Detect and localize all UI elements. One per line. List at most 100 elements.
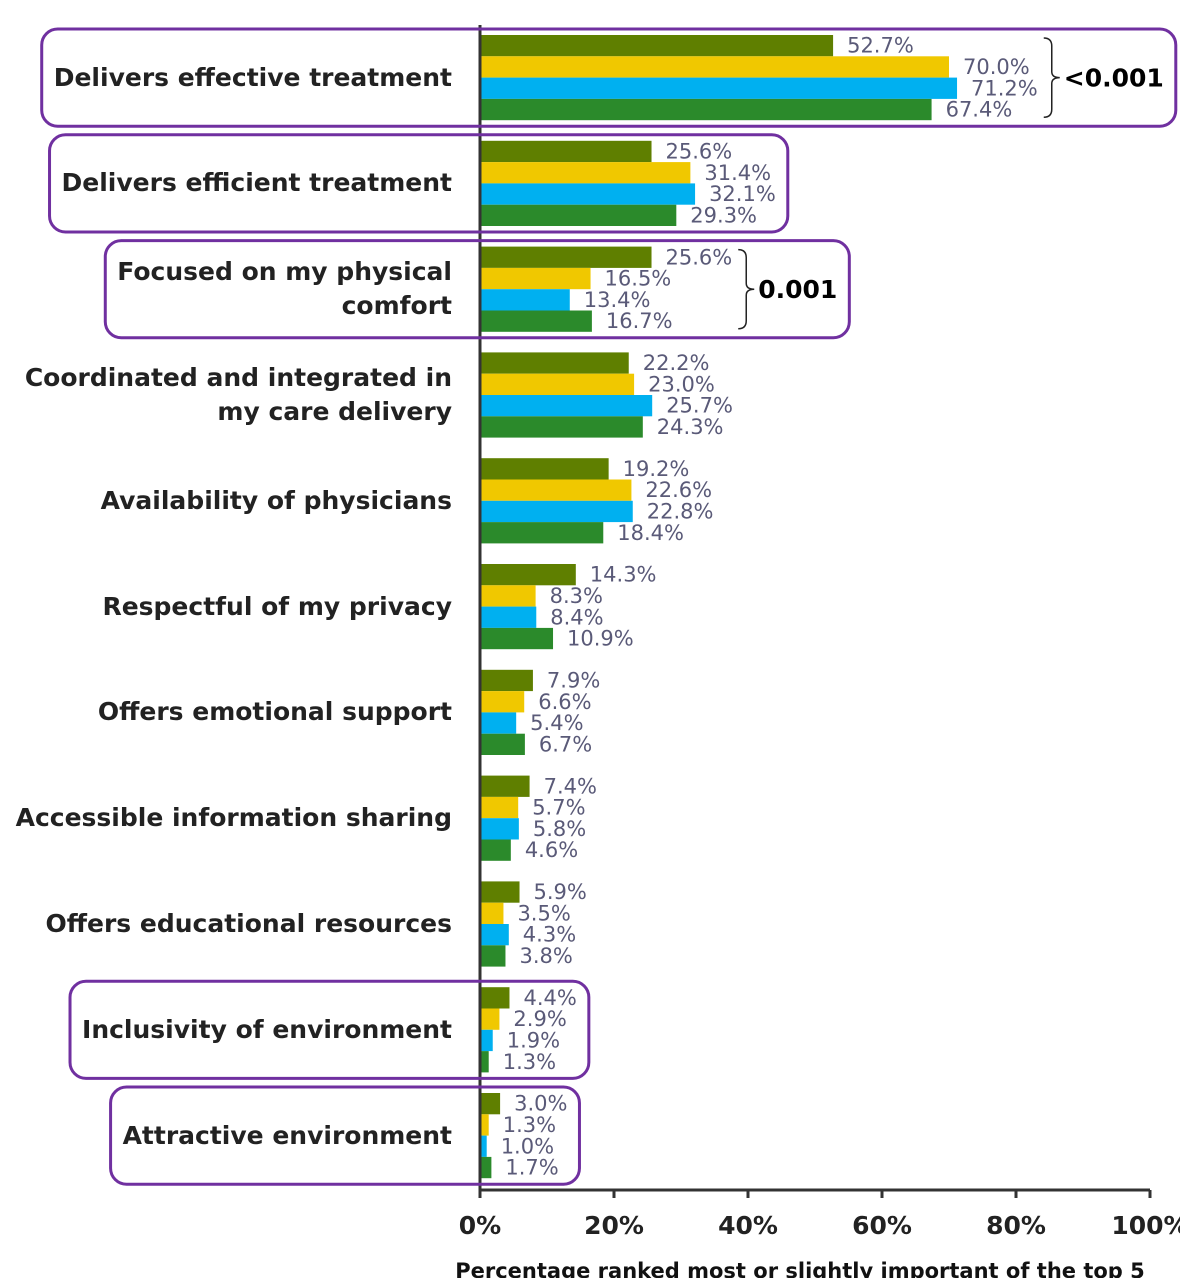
value-label: 25.6% [666, 245, 733, 269]
value-label: 18.4% [617, 521, 684, 545]
highlight-box [48, 133, 790, 234]
category-text: Availability of physicians [100, 485, 452, 515]
bar [480, 627, 554, 650]
bar [480, 352, 629, 374]
category-label: Offers educational resources [12, 907, 452, 941]
bar [480, 395, 653, 417]
category-text: Focused on my physical comfort [117, 257, 452, 321]
bar [480, 500, 633, 523]
brace [1043, 37, 1060, 118]
category-label: Offers emotional support [12, 695, 452, 729]
value-label: 7.4% [544, 774, 597, 798]
bar [480, 606, 537, 628]
value-label: 8.3% [550, 584, 603, 608]
bar [480, 1008, 500, 1030]
value-label: 4.3% [523, 923, 576, 947]
category-label: Delivers effective treatment [12, 61, 452, 95]
bar [480, 902, 504, 924]
bar [480, 289, 570, 311]
value-label: 52.7% [847, 34, 914, 58]
value-label: 1.9% [507, 1028, 560, 1052]
brace [738, 248, 755, 330]
value-label: 22.6% [645, 478, 712, 502]
bar [480, 733, 525, 755]
value-label: 1.3% [503, 1113, 556, 1137]
value-label: 5.4% [530, 711, 583, 735]
bar [480, 310, 592, 332]
category-text: Accessible information sharing [15, 803, 452, 833]
value-label: 4.4% [523, 986, 576, 1010]
value-label: 13.4% [584, 288, 651, 312]
x-axis-label: Percentage ranked most or slightly impor… [455, 1259, 1145, 1278]
category-label: Coordinated and integrated in my care de… [12, 361, 452, 429]
category-text: Delivers effective treatment [53, 62, 452, 92]
value-label: 5.7% [532, 796, 585, 820]
value-label: 7.9% [547, 668, 600, 692]
bar [480, 796, 519, 819]
bar [480, 35, 834, 57]
highlight-box [40, 27, 1178, 128]
bar [480, 162, 691, 184]
value-label: 31.4% [704, 161, 771, 185]
bar [480, 479, 632, 501]
category-text: Attractive environment [122, 1120, 452, 1150]
value-label: 16.7% [606, 309, 673, 333]
value-label: 16.5% [605, 267, 672, 291]
value-label: 22.2% [643, 351, 710, 375]
value-label: 29.3% [690, 203, 757, 227]
bar [480, 246, 652, 268]
x-tick-label: 60% [852, 1211, 912, 1240]
bar [480, 945, 506, 967]
value-label: 1.3% [503, 1050, 556, 1074]
value-label: 71.2% [971, 76, 1038, 100]
value-label: 3.8% [519, 944, 572, 968]
bar [480, 669, 533, 692]
category-label: Focused on my physical comfort [12, 255, 452, 323]
x-tick-label: 20% [584, 1211, 644, 1240]
annotation: 0.001 [758, 275, 837, 304]
category-text: Offers emotional support [97, 697, 452, 727]
value-label: 6.6% [538, 690, 591, 714]
category-label: Delivers efficient treatment [12, 166, 452, 200]
category-label: Respectful of my privacy [12, 590, 452, 624]
bar [480, 585, 536, 607]
bar [480, 1135, 487, 1157]
category-text: Inclusivity of environment [82, 1014, 452, 1044]
bar [480, 1156, 492, 1179]
value-label: 23.0% [648, 372, 715, 396]
bar [480, 373, 635, 395]
category-text: Delivers efficient treatment [61, 168, 452, 198]
value-label: 6.7% [539, 732, 592, 756]
bar [480, 691, 525, 713]
value-label: 10.9% [567, 627, 634, 651]
category-text: Offers educational resources [45, 909, 452, 938]
bar [480, 775, 530, 797]
category-text: Coordinated and integrated in my care de… [24, 363, 452, 426]
value-label: 22.8% [647, 499, 714, 523]
value-label: 1.7% [505, 1156, 558, 1180]
bar [480, 416, 643, 438]
category-text: Respectful of my privacy [102, 591, 452, 621]
bar [480, 183, 696, 205]
bar [480, 564, 576, 586]
value-label: 25.7% [666, 394, 733, 418]
highlight-box [109, 1085, 581, 1186]
bar [480, 818, 519, 840]
category-label: Attractive environment [12, 1119, 452, 1153]
bar [480, 77, 958, 99]
x-tick-label: 0% [459, 1211, 501, 1240]
x-tick-label: 80% [986, 1211, 1046, 1240]
value-label: 5.9% [534, 880, 587, 904]
x-tick-label: 40% [718, 1211, 778, 1240]
bar [480, 1114, 489, 1136]
bar [480, 881, 520, 903]
bar [480, 712, 517, 734]
value-label: 2.9% [513, 1007, 566, 1031]
bar [480, 522, 604, 544]
highlight-box [68, 979, 591, 1080]
highlight-box [103, 239, 851, 340]
value-label: 24.3% [657, 415, 724, 439]
value-label: 25.6% [666, 139, 733, 163]
bar [480, 1093, 501, 1115]
